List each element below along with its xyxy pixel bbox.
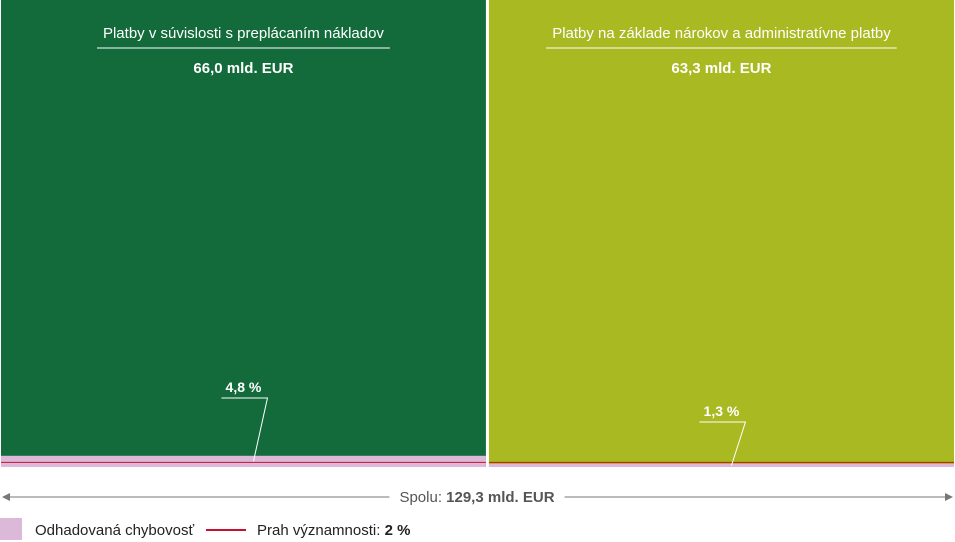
segment-value: 66,0 mld. EUR (193, 60, 293, 77)
error-rate-label: 4,8 % (226, 379, 262, 395)
total-axis: Spolu: 129,3 mld. EUR (2, 489, 953, 506)
legend-threshold-prefix: Prah významnosti: (257, 522, 385, 539)
legend-threshold-value: 2 % (385, 522, 411, 539)
error-rate-band (1, 455, 486, 467)
segment-value: 63,3 mld. EUR (671, 60, 771, 77)
segment-bar (488, 0, 954, 467)
segment-title: Platby na základe nárokov a administratí… (552, 25, 891, 42)
total-prefix: Spolu: (399, 489, 446, 506)
arrow-right-icon (945, 493, 953, 501)
segment-1: Platby v súvislosti s preplácaním náklad… (1, 0, 486, 467)
legend: Odhadovaná chybovosť Prah významnosti: 2 … (0, 518, 410, 540)
segment-bar (1, 0, 486, 467)
legend-error-label: Odhadovaná chybovosť (35, 522, 194, 539)
error-rate-band (488, 463, 954, 467)
segment-2: Platby na základe nárokov a administratí… (488, 0, 954, 467)
arrow-left-icon (2, 493, 10, 501)
segment-title: Platby v súvislosti s preplácaním náklad… (103, 25, 384, 42)
total-label: Spolu: 129,3 mld. EUR (399, 489, 554, 506)
legend-threshold-label: Prah významnosti: 2 % (257, 522, 410, 539)
error-rate-callout (699, 421, 747, 466)
total-value: 129,3 mld. EUR (446, 489, 555, 506)
error-rate-label: 1,3 % (704, 403, 740, 419)
error-rate-callout (221, 397, 269, 462)
segments: Platby v súvislosti s preplácaním náklad… (1, 0, 954, 467)
legend-error-swatch (0, 518, 22, 540)
